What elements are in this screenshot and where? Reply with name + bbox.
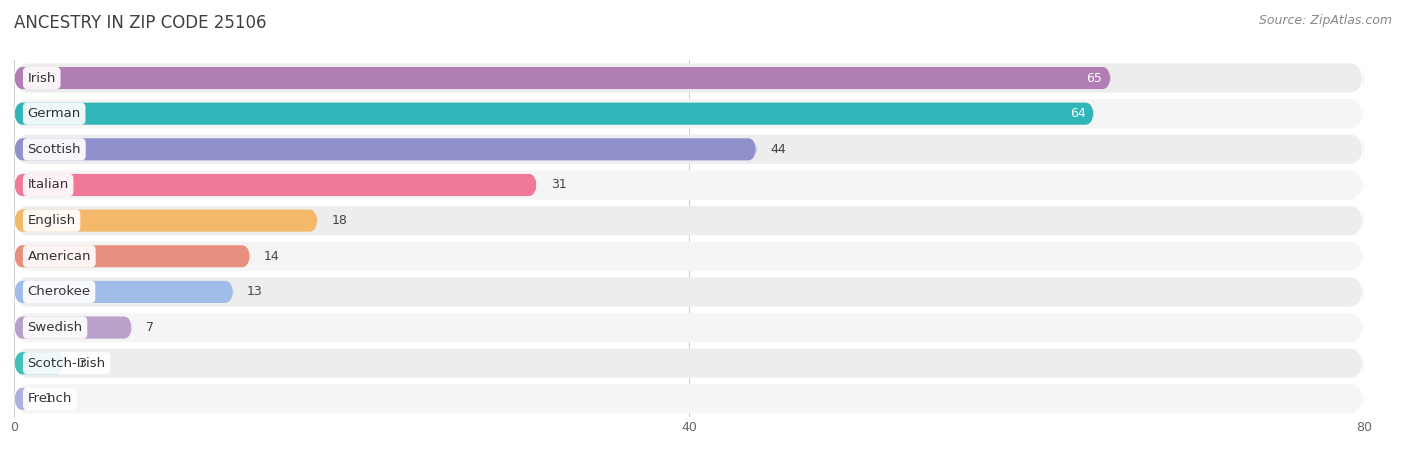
FancyBboxPatch shape xyxy=(14,170,1364,200)
Text: Italian: Italian xyxy=(28,178,69,192)
FancyBboxPatch shape xyxy=(14,352,65,374)
Text: 7: 7 xyxy=(146,321,153,334)
Text: Scotch-Irish: Scotch-Irish xyxy=(28,357,105,370)
FancyBboxPatch shape xyxy=(14,349,1364,378)
FancyBboxPatch shape xyxy=(14,388,31,410)
Text: 18: 18 xyxy=(332,214,347,227)
Text: German: German xyxy=(28,107,80,120)
FancyBboxPatch shape xyxy=(14,206,1364,235)
FancyBboxPatch shape xyxy=(14,63,1364,93)
Text: Source: ZipAtlas.com: Source: ZipAtlas.com xyxy=(1258,14,1392,27)
Text: 3: 3 xyxy=(79,357,86,370)
Text: 65: 65 xyxy=(1087,71,1102,85)
FancyBboxPatch shape xyxy=(14,103,1094,125)
FancyBboxPatch shape xyxy=(14,313,1364,342)
Text: Irish: Irish xyxy=(28,71,56,85)
FancyBboxPatch shape xyxy=(14,135,1364,164)
Text: American: American xyxy=(28,250,91,263)
FancyBboxPatch shape xyxy=(14,245,250,267)
Text: Cherokee: Cherokee xyxy=(28,285,90,299)
Text: ANCESTRY IN ZIP CODE 25106: ANCESTRY IN ZIP CODE 25106 xyxy=(14,14,267,31)
Text: Swedish: Swedish xyxy=(28,321,83,334)
FancyBboxPatch shape xyxy=(14,174,537,196)
FancyBboxPatch shape xyxy=(14,242,1364,271)
Text: 13: 13 xyxy=(247,285,263,299)
FancyBboxPatch shape xyxy=(14,210,318,232)
Text: 64: 64 xyxy=(1070,107,1085,120)
Text: 1: 1 xyxy=(45,392,52,406)
FancyBboxPatch shape xyxy=(14,384,1364,413)
FancyBboxPatch shape xyxy=(14,317,132,338)
Text: 44: 44 xyxy=(770,143,786,156)
FancyBboxPatch shape xyxy=(14,281,233,303)
FancyBboxPatch shape xyxy=(14,99,1364,128)
Text: English: English xyxy=(28,214,76,227)
FancyBboxPatch shape xyxy=(14,277,1364,307)
Text: Scottish: Scottish xyxy=(28,143,82,156)
Text: 14: 14 xyxy=(264,250,280,263)
FancyBboxPatch shape xyxy=(14,138,756,160)
Text: French: French xyxy=(28,392,72,406)
FancyBboxPatch shape xyxy=(14,67,1111,89)
Text: 31: 31 xyxy=(551,178,567,192)
